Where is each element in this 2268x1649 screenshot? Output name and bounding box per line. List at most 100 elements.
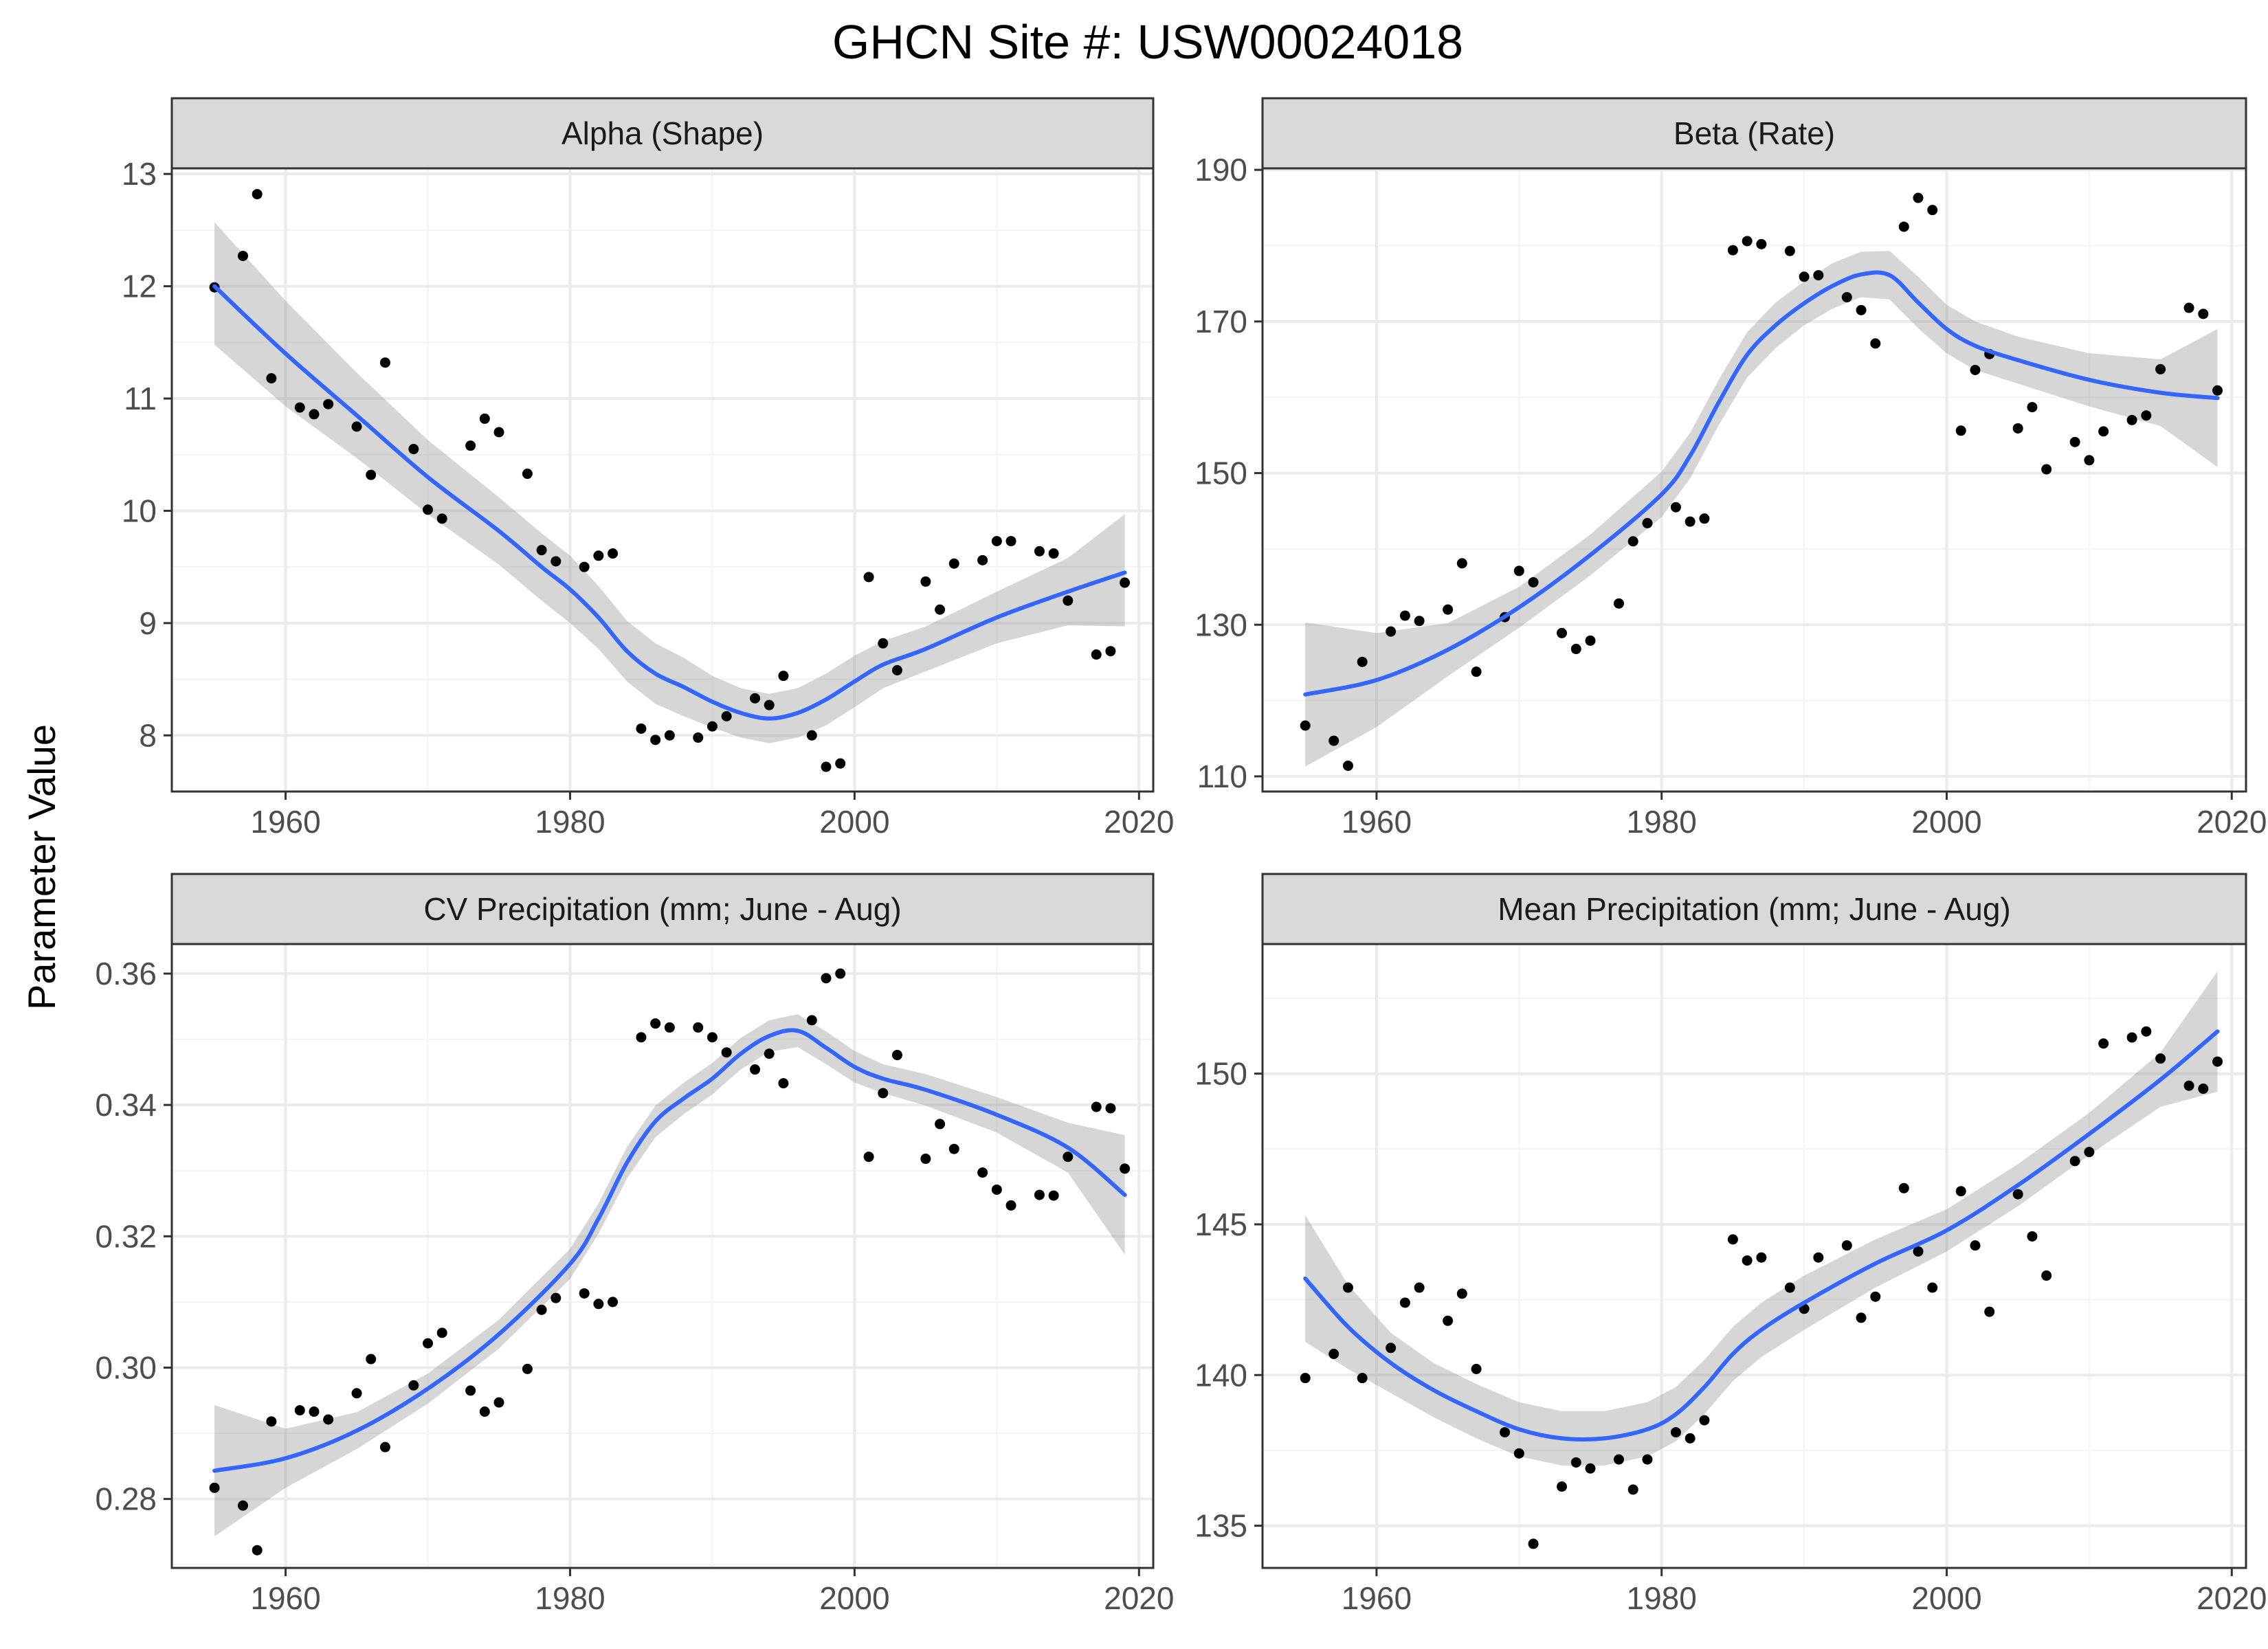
data-point — [266, 373, 277, 384]
data-point — [835, 968, 846, 979]
data-point — [1585, 1463, 1596, 1474]
data-point — [977, 1167, 988, 1178]
data-point — [1670, 1427, 1681, 1438]
data-point — [1328, 735, 1339, 746]
data-point — [551, 556, 562, 567]
data-point — [1613, 1454, 1624, 1465]
data-point — [252, 1545, 263, 1556]
data-point — [2126, 414, 2137, 425]
data-point — [948, 558, 959, 569]
data-point — [351, 1388, 362, 1399]
y-tick-label: 145 — [1194, 1207, 1247, 1242]
strip-label: Mean Precipitation (mm; June - Aug) — [1498, 891, 2011, 927]
x-tick-label: 2020 — [2197, 804, 2267, 840]
x-tick-label: 1980 — [1627, 804, 1697, 840]
data-point — [294, 1405, 305, 1416]
data-point — [1856, 1312, 1867, 1323]
data-point — [693, 732, 704, 743]
data-point — [1091, 649, 1102, 660]
data-point — [1328, 1349, 1339, 1360]
data-point — [266, 1416, 277, 1427]
strip-label: CV Precipitation (mm; June - Aug) — [423, 891, 901, 927]
facet-panel: Beta (Rate) 1960 1980 2000 2020 110 130 150 170 1… — [1194, 97, 2267, 840]
y-tick-label: 10 — [122, 493, 157, 528]
strip-header — [170, 97, 1155, 170]
data-point — [1513, 1448, 1524, 1459]
strip-label: Beta (Rate) — [1674, 115, 1835, 151]
data-point — [252, 189, 263, 200]
data-point — [423, 504, 434, 515]
data-point — [379, 1442, 390, 1452]
x-tick-label: 2020 — [1104, 1580, 1174, 1616]
data-point — [465, 440, 476, 451]
data-point — [436, 513, 447, 524]
data-point — [878, 638, 889, 649]
data-point — [1456, 558, 1467, 569]
data-point — [1970, 1240, 1981, 1251]
x-tick-label: 1980 — [535, 804, 605, 840]
y-tick-label: 150 — [1194, 456, 1247, 491]
x-tick-label: 1960 — [1342, 1580, 1412, 1616]
data-point — [351, 421, 362, 432]
data-point — [1570, 644, 1581, 655]
y-tick-label: 0.30 — [95, 1349, 157, 1385]
data-point — [522, 1363, 533, 1374]
data-point — [1471, 1363, 1482, 1374]
data-point — [1670, 502, 1681, 513]
data-point — [465, 1385, 476, 1396]
smooth-line — [1303, 1029, 2220, 1442]
data-point — [650, 734, 661, 745]
data-point — [2012, 423, 2023, 434]
strip-label: Alpha (Shape) — [562, 115, 764, 151]
x-tick-label: 1960 — [250, 1580, 320, 1616]
data-point — [593, 550, 604, 561]
data-point — [1585, 635, 1596, 646]
data-point — [1927, 1282, 1938, 1293]
data-point — [551, 1292, 562, 1303]
data-point — [2155, 363, 2166, 374]
data-point — [479, 413, 490, 424]
y-tick-label: 11 — [124, 381, 157, 416]
y-tick-label: 12 — [122, 269, 157, 304]
data-point — [1955, 1186, 1966, 1197]
data-point — [750, 693, 761, 704]
data-point — [920, 1154, 931, 1165]
data-point — [579, 561, 590, 572]
x-tick-label: 2000 — [819, 1580, 889, 1616]
confidence-ribbon — [214, 222, 1125, 743]
data-point — [323, 399, 334, 410]
data-point — [408, 444, 419, 455]
data-point — [536, 545, 547, 556]
data-point — [878, 1088, 889, 1099]
data-point — [707, 1032, 718, 1043]
data-point — [1300, 1373, 1311, 1384]
panel-background — [1263, 168, 2246, 792]
data-point — [1984, 1306, 1995, 1317]
data-point — [237, 1500, 248, 1511]
data-point — [309, 409, 320, 420]
data-point — [493, 427, 504, 438]
y-tick-label: 0.34 — [95, 1087, 157, 1123]
data-point — [891, 665, 902, 676]
data-point — [2198, 1084, 2209, 1095]
facet-panel: Mean Precipitation (mm; June - Aug) 1960 1… — [1194, 873, 2267, 1616]
x-tick-label: 2000 — [1911, 804, 1981, 840]
data-point — [1513, 565, 1524, 576]
data-point — [2212, 385, 2223, 396]
data-point — [1955, 425, 1966, 436]
data-point — [2098, 426, 2109, 437]
data-point — [479, 1406, 490, 1417]
data-point — [1799, 271, 1810, 282]
data-point — [977, 554, 988, 565]
data-point — [863, 572, 874, 583]
data-point — [309, 1406, 320, 1417]
data-point — [1528, 576, 1539, 587]
smooth-line — [212, 1028, 1127, 1473]
data-point — [579, 1288, 590, 1299]
data-point — [1870, 1291, 1881, 1302]
x-tick-label: 1960 — [1342, 804, 1412, 840]
data-point — [536, 1304, 547, 1315]
data-point — [2198, 309, 2209, 319]
data-point — [1063, 595, 1074, 606]
